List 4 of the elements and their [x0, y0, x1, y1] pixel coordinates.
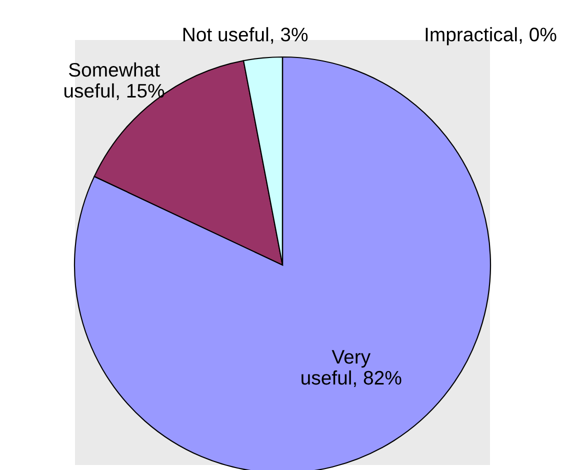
- slice-label: Somewhat useful, 15%: [64, 62, 164, 100]
- category-label: Impractical, 0%: [426, 27, 556, 46]
- slice-label: Very useful, 82%: [302, 350, 402, 387]
- slice-label: Not useful, 3%: [183, 27, 308, 44]
